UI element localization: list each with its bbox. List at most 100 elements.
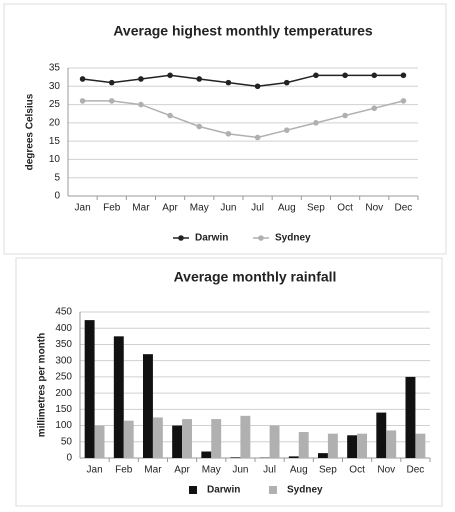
y-tick-label: 15 [49, 136, 61, 147]
y-tick-label: 0 [54, 191, 60, 202]
x-tick-label: Aug [290, 465, 308, 476]
bar [201, 451, 212, 458]
point [79, 98, 86, 104]
y-tick-label: 30 [49, 81, 61, 92]
panel [3, 3, 447, 255]
x-tick-label: Mar [132, 203, 150, 214]
point [371, 72, 378, 79]
point [342, 112, 348, 119]
y-tick-label: 150 [55, 404, 72, 415]
chart-title: Average monthly rainfall [174, 269, 337, 285]
point [138, 101, 144, 108]
bar [172, 425, 183, 458]
point [342, 72, 348, 79]
legend-label: Darwin [207, 485, 240, 496]
legend-swatch [189, 486, 197, 494]
x-tick-label: Mar [144, 465, 162, 476]
y-axis-label: millimetres per month [37, 333, 48, 437]
bar [143, 354, 153, 458]
line [82, 100, 404, 139]
bar [405, 376, 416, 458]
legend-swatch [269, 486, 277, 494]
x-tick-label: Jun [232, 465, 248, 476]
bar [318, 453, 328, 458]
x-tick-label: May [190, 203, 209, 214]
bar [240, 415, 251, 458]
y-tick-label: 10 [49, 154, 61, 165]
x-tick-label: Oct [349, 465, 365, 476]
bar [84, 320, 95, 458]
x-tick-label: Nov [365, 203, 383, 214]
bar [357, 433, 367, 458]
bar [376, 412, 387, 458]
x-tick-label: Apr [174, 465, 190, 476]
y-tick-label: 250 [55, 372, 72, 383]
point [167, 112, 173, 119]
point [167, 72, 173, 79]
bar [347, 435, 358, 458]
point [225, 131, 232, 137]
x-tick-label: Nov [377, 465, 395, 476]
point [79, 76, 86, 82]
bar [113, 336, 124, 458]
bar [94, 425, 105, 458]
point [313, 120, 319, 126]
point [254, 83, 261, 90]
legend-label: Darwin [195, 233, 228, 244]
y-tick-label: 50 [61, 436, 73, 447]
bar [386, 430, 397, 458]
line [82, 74, 404, 88]
bar [182, 419, 192, 458]
x-tick-label: Dec [395, 203, 413, 214]
point [254, 134, 261, 141]
y-tick-label: 20 [49, 117, 61, 128]
legend-marker [258, 235, 264, 241]
point [225, 79, 232, 86]
x-tick-label: Aug [278, 203, 296, 214]
bar [327, 433, 338, 458]
point [196, 76, 203, 82]
y-tick-label: 25 [49, 99, 61, 110]
point [108, 79, 115, 86]
x-tick-label: Oct [337, 203, 353, 214]
bar [288, 456, 299, 458]
bar [269, 425, 280, 458]
point [313, 72, 319, 79]
x-tick-label: Sep [319, 465, 337, 476]
x-tick-label: Feb [115, 465, 133, 476]
x-tick-label: Feb [103, 203, 121, 214]
y-tick-label: 5 [54, 172, 60, 183]
y-tick-label: 450 [55, 307, 72, 318]
x-tick-label: Apr [162, 203, 178, 214]
y-tick-label: 300 [55, 355, 72, 366]
point [108, 98, 115, 104]
chart-title: Average highest monthly temperatures [113, 23, 373, 39]
y-tick-label: 35 [49, 63, 61, 74]
legend-label: Sydney [275, 233, 311, 244]
x-tick-label: Jun [220, 203, 236, 214]
y-axis-label: degrees Celsius [25, 93, 36, 170]
point [283, 79, 290, 86]
x-tick-label: Jul [251, 203, 264, 214]
x-tick-label: May [202, 465, 221, 476]
point [283, 127, 290, 133]
point [196, 123, 203, 130]
point [371, 105, 378, 112]
bar [415, 433, 426, 458]
y-tick-label: 350 [55, 339, 72, 350]
x-tick-label: Jan [75, 203, 91, 214]
legend-label: Sydney [287, 485, 323, 496]
x-tick-label: Dec [407, 465, 425, 476]
point [400, 72, 407, 79]
bar [230, 457, 241, 458]
y-tick-label: 200 [55, 388, 72, 399]
point [400, 98, 407, 104]
bar [152, 417, 163, 458]
legend-marker [178, 235, 184, 241]
y-tick-label: 0 [66, 453, 72, 464]
bar [123, 420, 134, 458]
bar [211, 419, 222, 458]
y-tick-label: 400 [55, 323, 72, 334]
